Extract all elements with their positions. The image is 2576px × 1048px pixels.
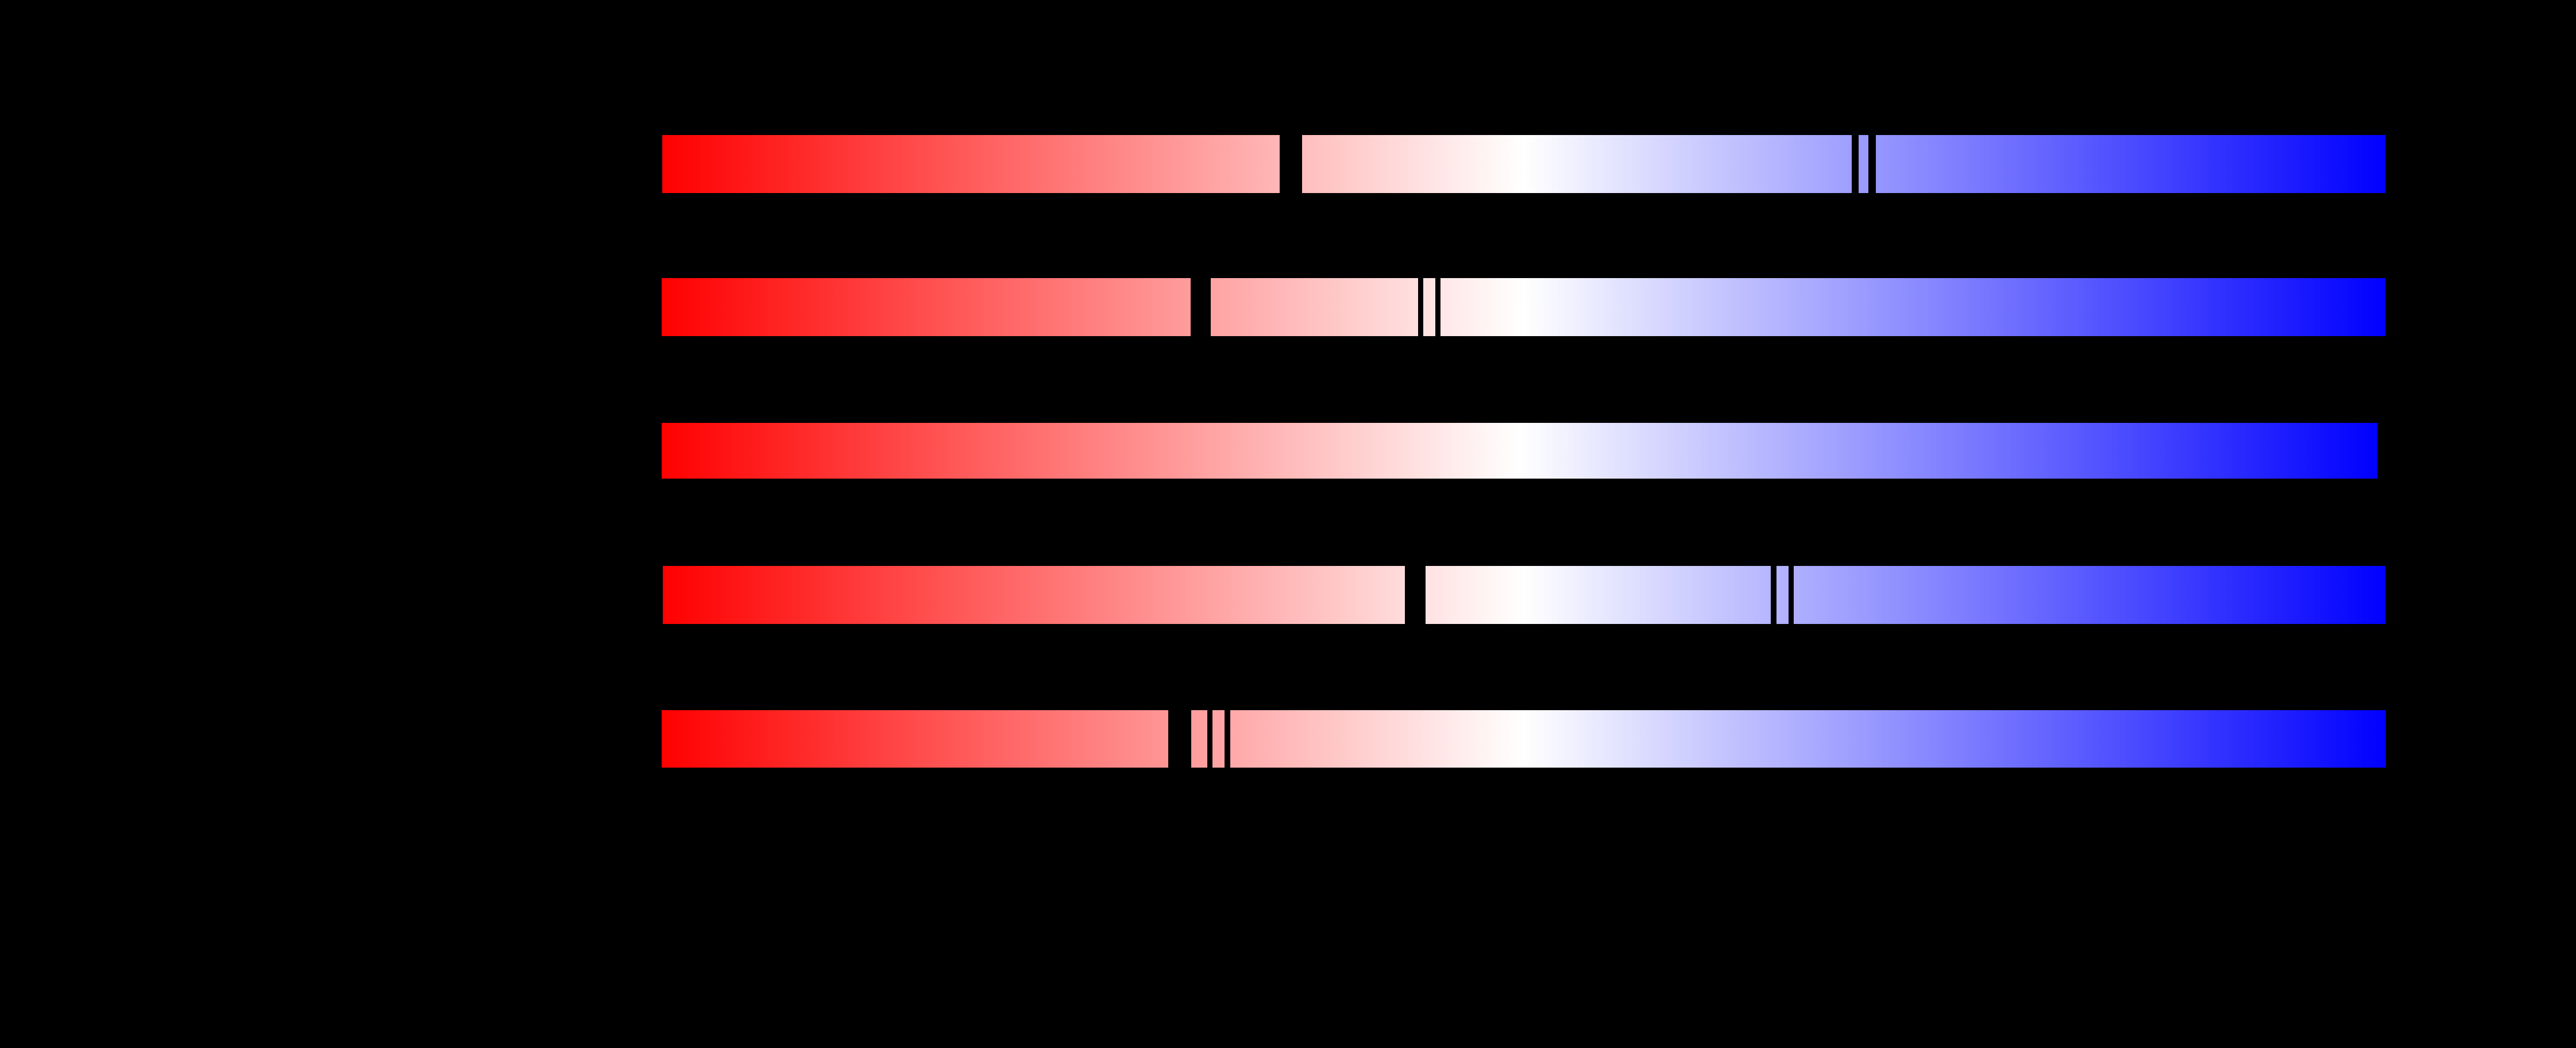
gradient-bar-3 — [662, 423, 2377, 479]
gradient-bar-4 — [663, 565, 2385, 625]
gradient-bar-5 — [662, 710, 2386, 768]
thin-marker-gap — [1789, 565, 1794, 625]
thin-marker-gap — [1852, 134, 1859, 194]
thin-marker-gap — [1418, 278, 1423, 337]
thin-marker-gap — [1868, 134, 1876, 194]
gradient-bar-2 — [662, 278, 2385, 337]
thin-marker-gap — [1771, 565, 1776, 625]
thick-marker-gap — [1280, 134, 1302, 194]
thin-marker-gap — [1225, 710, 1230, 768]
thick-marker-gap — [1168, 710, 1191, 768]
gradient-bar-1 — [662, 134, 2385, 194]
thin-marker-gap — [1207, 710, 1212, 768]
thick-marker-gap — [1191, 278, 1211, 337]
thick-marker-gap — [1405, 565, 1426, 625]
thin-marker-gap — [1435, 278, 1440, 337]
